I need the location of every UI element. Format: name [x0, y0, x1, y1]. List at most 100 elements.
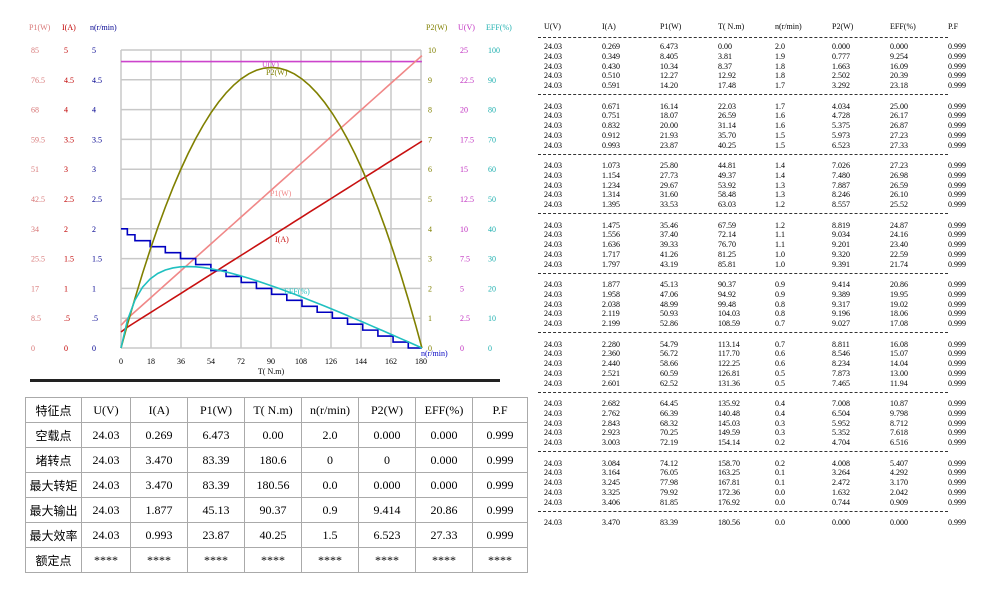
table-cell: 2.119 [602, 309, 620, 319]
table-cell: 27.33 [890, 140, 908, 150]
table-cell: 0.999 [948, 280, 966, 289]
table-cell: 16.08 [890, 339, 908, 349]
table-cell: 0.999 [948, 42, 966, 51]
right-axis-tick: 3 [428, 255, 432, 264]
summary-cell: 额定点 [25, 547, 82, 573]
table-cell: 0.999 [948, 408, 966, 418]
table-cell: 108.59 [718, 319, 740, 329]
table-cell: 64.45 [660, 399, 678, 408]
table-cell: 0.999 [948, 438, 966, 448]
series-line-ia [120, 140, 423, 333]
summary-header-cell: P.F [472, 397, 528, 423]
table-cell: 0.999 [948, 81, 966, 91]
summary-table: 特征点 U(V) I(A) P1(W) T( N.m) n(r/min) P2(W) EFF(… [25, 397, 528, 573]
table-cell: 1.9 [775, 51, 785, 61]
series-line-p1w [120, 55, 423, 326]
table-cell: 0.0 [775, 487, 785, 497]
right-axis-tick: 7 [428, 135, 432, 144]
table-cell: 3.292 [832, 81, 850, 91]
table-cell: 0.7 [775, 339, 785, 349]
dashed-separator [538, 213, 948, 215]
table-cell: 0.999 [948, 71, 966, 81]
table-cell: 0.7 [775, 319, 785, 329]
table-cell: 24.03 [544, 378, 562, 388]
summary-row: 额定点 **** **** **** **** **** **** **** **** [25, 547, 528, 573]
table-cell: 90.37 [718, 280, 736, 289]
summary-cell: **** [415, 547, 473, 573]
table-cell: 0.9 [775, 280, 785, 289]
table-cell: 70.25 [660, 428, 678, 438]
table-cell: 72.14 [718, 230, 736, 240]
table-cell: 135.92 [718, 399, 740, 408]
column-header: T( N.m) [718, 22, 745, 31]
table-cell: 81.25 [718, 249, 736, 259]
table-cell: 26.98 [890, 170, 908, 180]
table-cell: 4.034 [832, 101, 850, 111]
right-axis-tick: 8 [428, 106, 432, 115]
summary-cell: 0.993 [130, 522, 188, 548]
table-cell: 122.25 [718, 359, 740, 369]
table-cell: 24.03 [544, 368, 562, 378]
summary-cell: 90.37 [244, 497, 302, 523]
table-cell: 172.36 [718, 487, 740, 497]
left-axis-tick: 34 [31, 225, 39, 234]
table-cell: 24.03 [544, 71, 562, 81]
table-cell: 0.671 [602, 101, 620, 111]
table-cell: 24.03 [544, 220, 562, 230]
right-axis-tick: 1 [428, 314, 432, 323]
table-cell: 0.999 [948, 299, 966, 309]
dashed-separator [538, 94, 948, 96]
right-axis-tick: 5 [428, 195, 432, 204]
table-cell: 22.59 [890, 249, 908, 259]
left-axis-tick: 17 [31, 284, 39, 293]
table-cell: 31.14 [718, 121, 736, 131]
table-cell: 0.8 [775, 299, 785, 309]
column-header: P2(W) [832, 22, 854, 31]
table-cell: 7.618 [890, 428, 908, 438]
summary-cell: 0.999 [472, 447, 528, 473]
summary-cell: 0 [301, 447, 359, 473]
table-cell: 24.03 [544, 418, 562, 428]
table-cell: 23.40 [890, 240, 908, 250]
right-axis-tick: 0 [460, 344, 464, 353]
summary-cell: 3.470 [130, 472, 188, 498]
table-cell: 2.199 [602, 319, 620, 329]
table-cell: 0.00 [718, 42, 732, 51]
table-cell: 24.03 [544, 359, 562, 369]
table-cell: 0.000 [832, 42, 850, 51]
table-cell: 25.52 [890, 200, 908, 210]
table-cell: 68.32 [660, 418, 678, 428]
table-cell: 6.504 [832, 408, 850, 418]
table-cell: 22.03 [718, 101, 736, 111]
table-cell: 0.1 [775, 478, 785, 488]
table-cell: 0.1 [775, 468, 785, 478]
left-axis-tick: .5 [92, 314, 98, 323]
table-cell: 2.038 [602, 299, 620, 309]
series-line-nrmin [121, 228, 422, 349]
table-cell: 35.70 [718, 130, 736, 140]
table-cell: 0.999 [948, 200, 966, 210]
table-cell: 1.4 [775, 161, 785, 170]
table-cell: 11.94 [890, 378, 908, 388]
table-cell: 0.999 [948, 289, 966, 299]
summary-header-cell: P1(W) [187, 397, 245, 423]
table-cell: 24.03 [544, 319, 562, 329]
table-cell: 45.13 [660, 280, 678, 289]
table-cell: 0.909 [890, 497, 908, 507]
summary-cell: 堵转点 [25, 447, 82, 473]
table-cell: 10.87 [890, 399, 908, 408]
summary-cell: 24.03 [81, 447, 131, 473]
table-cell: 7.465 [832, 378, 850, 388]
table-cell: 35.46 [660, 220, 678, 230]
right-axis-tick: 100 [488, 46, 500, 55]
dashed-separator [538, 153, 948, 155]
table-cell: 0.3 [775, 428, 785, 438]
table-cell: 16.09 [890, 61, 908, 71]
left-axis-tick: 8.5 [31, 314, 41, 323]
table-cell: 24.03 [544, 339, 562, 349]
left-axis-tick: 2 [92, 225, 96, 234]
table-cell: 5.952 [832, 418, 850, 428]
table-cell: 1.4 [775, 170, 785, 180]
table-cell: 24.03 [544, 161, 562, 170]
series-line-eff [120, 265, 423, 349]
